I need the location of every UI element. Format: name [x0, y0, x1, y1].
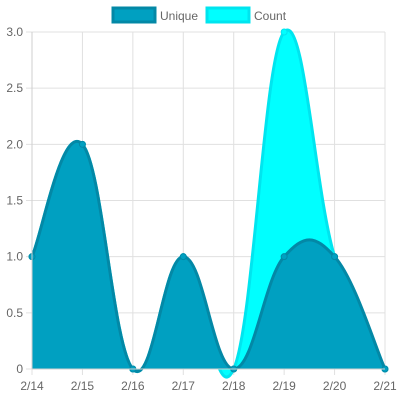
- y-tick-label: 1.0: [6, 250, 23, 264]
- y-tick-label: 0.5: [6, 306, 23, 320]
- point-unique[interactable]: [179, 253, 187, 261]
- y-tick-label: 2.5: [6, 81, 23, 95]
- x-tick-label: 2/20: [323, 379, 347, 393]
- point-unique[interactable]: [331, 253, 339, 261]
- y-tick-label: 0: [16, 362, 23, 376]
- y-tick-label: 2.0: [6, 137, 23, 151]
- y-tick-label: 3.0: [6, 25, 23, 39]
- legend: Unique Count: [111, 6, 287, 24]
- legend-swatch-count: [205, 6, 251, 24]
- point-count[interactable]: [280, 28, 288, 36]
- legend-label-unique: Unique: [160, 9, 198, 23]
- legend-item-unique[interactable]: Unique: [111, 6, 198, 24]
- line-unique: [30, 139, 387, 374]
- x-tick-label: 2/19: [272, 379, 296, 393]
- x-tick-label: 2/15: [71, 379, 95, 393]
- x-tick-label: 2/14: [20, 379, 44, 393]
- x-tick-label: 2/17: [172, 379, 196, 393]
- legend-label-count: Count: [254, 9, 287, 23]
- point-unique[interactable]: [78, 140, 86, 148]
- legend-item-count[interactable]: Count: [205, 6, 287, 24]
- x-tick-label: 2/18: [222, 379, 246, 393]
- axes: 0 0.5 1.0 1.5 2.0 2.5 3.0 2/14 2/15 2/16 2/17 2/18 2…: [6, 25, 397, 393]
- x-tick-label: 2/16: [121, 379, 145, 393]
- x-tick-label: 2/21: [373, 379, 397, 393]
- y-tick-label: 1.5: [6, 194, 23, 208]
- legend-swatch-unique: [111, 6, 157, 24]
- area-unique: [32, 141, 385, 372]
- point-unique[interactable]: [280, 253, 288, 261]
